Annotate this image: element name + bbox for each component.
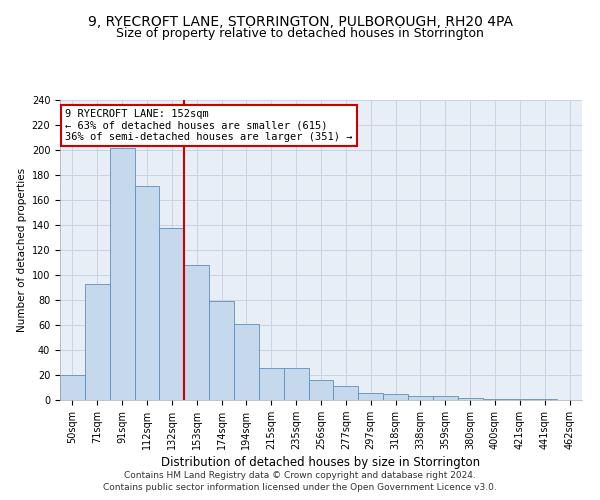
Text: Size of property relative to detached houses in Storrington: Size of property relative to detached ho… (116, 28, 484, 40)
Bar (383, 394, 408, 400)
Bar (184, 265, 209, 400)
Bar (134, 186, 160, 400)
Bar (334, 386, 358, 400)
Bar (160, 228, 184, 400)
Bar (408, 396, 433, 400)
Bar (532, 399, 557, 400)
Bar (458, 398, 482, 400)
Bar (110, 148, 134, 400)
X-axis label: Distribution of detached houses by size in Storrington: Distribution of detached houses by size … (161, 456, 481, 469)
Bar (284, 368, 308, 400)
Bar (308, 380, 334, 400)
Y-axis label: Number of detached properties: Number of detached properties (17, 168, 28, 332)
Text: Contains HM Land Registry data © Crown copyright and database right 2024.: Contains HM Land Registry data © Crown c… (124, 471, 476, 480)
Bar (259, 368, 284, 400)
Text: 9 RYECROFT LANE: 152sqm
← 63% of detached houses are smaller (615)
36% of semi-d: 9 RYECROFT LANE: 152sqm ← 63% of detache… (65, 109, 353, 142)
Bar (433, 396, 458, 400)
Bar (234, 324, 259, 400)
Bar (60, 375, 85, 400)
Bar (85, 284, 110, 400)
Bar (358, 392, 383, 400)
Text: Contains public sector information licensed under the Open Government Licence v3: Contains public sector information licen… (103, 484, 497, 492)
Bar (508, 399, 532, 400)
Bar (209, 301, 234, 400)
Bar (482, 399, 508, 400)
Text: 9, RYECROFT LANE, STORRINGTON, PULBOROUGH, RH20 4PA: 9, RYECROFT LANE, STORRINGTON, PULBOROUG… (88, 15, 512, 29)
